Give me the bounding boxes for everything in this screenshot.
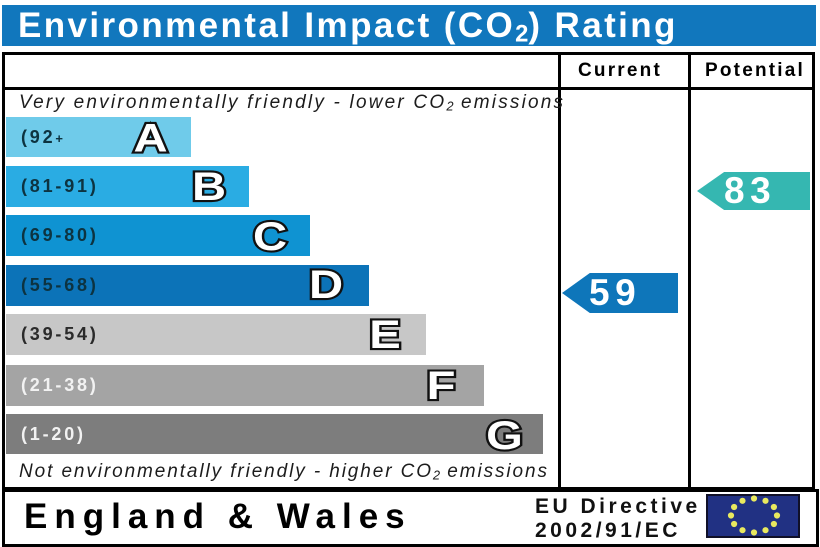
svg-text:C: C — [253, 214, 287, 259]
svg-text:G: G — [486, 413, 523, 458]
svg-text:F: F — [427, 363, 456, 408]
svg-text:B: B — [192, 164, 226, 209]
svg-text:E: E — [369, 312, 400, 357]
svg-text:D: D — [309, 262, 343, 307]
svg-text:A: A — [133, 116, 167, 161]
